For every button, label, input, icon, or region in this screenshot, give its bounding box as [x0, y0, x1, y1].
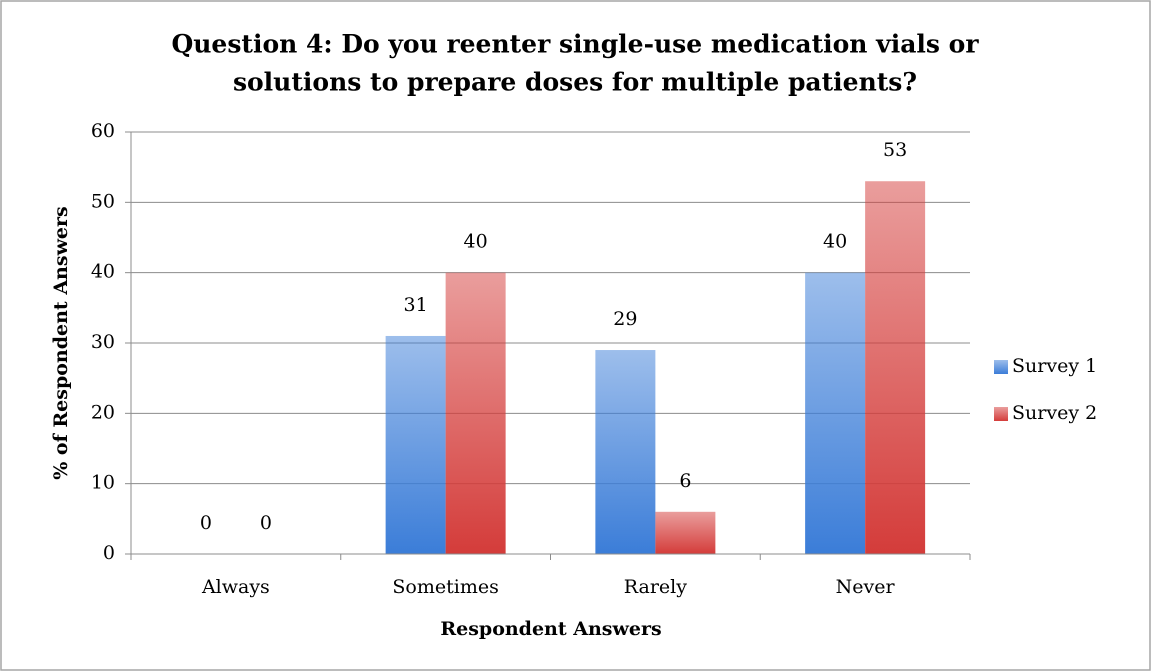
- value-label: 53: [883, 139, 907, 161]
- y-tick-label: 60: [91, 120, 115, 142]
- y-axis-title: % of Respondent Answers: [50, 206, 72, 479]
- bar: [595, 350, 656, 554]
- value-label: 6: [679, 470, 691, 492]
- legend-label: Survey 1: [1012, 355, 1097, 377]
- bar: [655, 511, 716, 554]
- value-label: 40: [823, 231, 847, 253]
- x-tick-label: Sometimes: [392, 576, 498, 598]
- y-tick-label: 20: [91, 401, 115, 423]
- value-label: 31: [404, 294, 428, 316]
- y-tick-label: 40: [91, 261, 115, 283]
- y-tick-label: 0: [103, 542, 115, 564]
- y-tick-label: 50: [91, 190, 115, 212]
- bar: [805, 272, 866, 554]
- x-tick-label: Rarely: [624, 576, 687, 598]
- bar: [445, 272, 506, 554]
- x-tick-label: Always: [201, 576, 270, 598]
- bar: [385, 335, 446, 554]
- chart-title: solutions to prepare doses for multiple …: [233, 68, 917, 97]
- y-tick-label: 10: [91, 472, 115, 494]
- x-tick-label: Never: [836, 576, 896, 598]
- chart-title: Question 4: Do you reenter single-use me…: [171, 30, 979, 59]
- y-tick-label: 30: [91, 331, 115, 353]
- bar: [865, 181, 926, 554]
- value-label: 40: [464, 231, 488, 253]
- value-label: 0: [200, 512, 212, 534]
- value-label: 29: [613, 308, 637, 330]
- value-label: 0: [260, 512, 272, 534]
- legend-swatch: [994, 360, 1008, 374]
- legend-label: Survey 2: [1012, 402, 1097, 424]
- legend-swatch: [994, 407, 1008, 421]
- x-axis-title: Respondent Answers: [440, 618, 661, 640]
